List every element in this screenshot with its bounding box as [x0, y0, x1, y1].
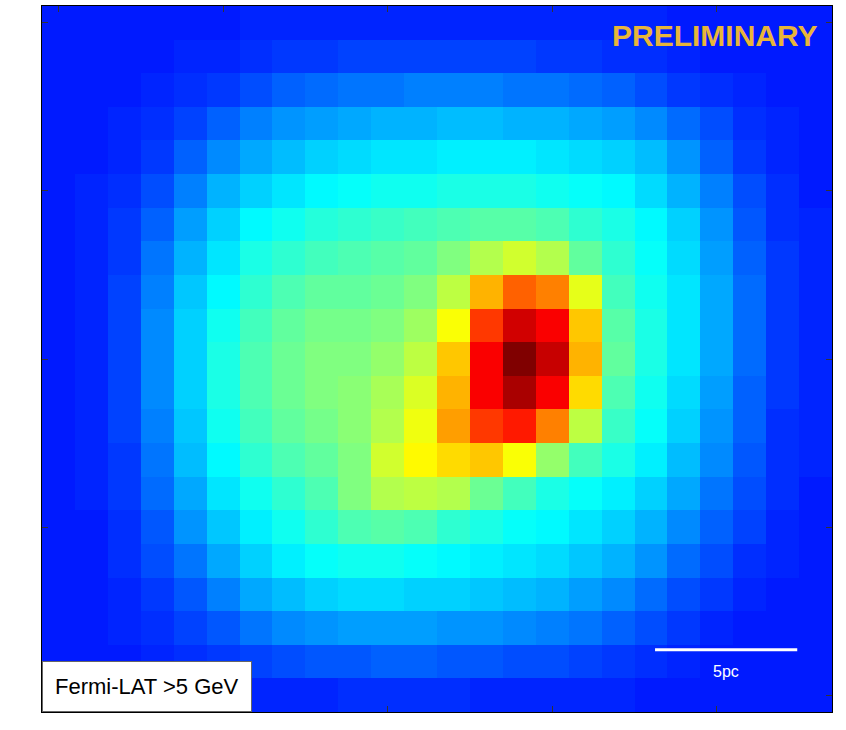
- svg-text:5pc: 5pc: [713, 663, 739, 680]
- svg-text:Fermi-LAT >5 GeV: Fermi-LAT >5 GeV: [55, 674, 239, 699]
- svg-text:PRELIMINARY: PRELIMINARY: [612, 19, 818, 52]
